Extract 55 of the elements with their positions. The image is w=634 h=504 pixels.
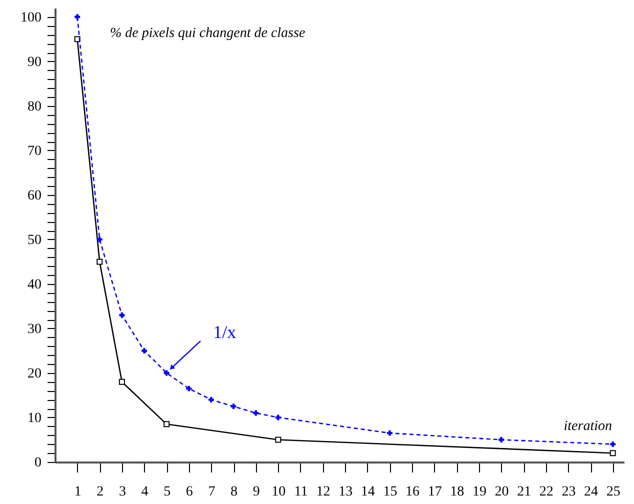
x-tick-label: 6 — [186, 484, 193, 500]
x-tick-label: 14 — [360, 484, 375, 500]
y-tick-label: 50 — [28, 232, 42, 248]
point — [275, 436, 282, 443]
point — [142, 348, 147, 354]
point — [498, 437, 504, 442]
x-tick-label: 15 — [383, 484, 398, 500]
y-tick-label: 60 — [28, 188, 42, 204]
y-tick-label: 80 — [28, 99, 42, 114]
point — [208, 396, 214, 402]
x-tick-label: 1 — [74, 484, 82, 500]
point — [164, 421, 170, 428]
x-tick-label: 9 — [252, 484, 260, 500]
x-tick-label: 25 — [606, 484, 620, 500]
x-tick-label: 5 — [164, 484, 171, 500]
point — [610, 441, 616, 447]
x-tick-label: 17 — [428, 484, 442, 500]
point — [186, 386, 192, 392]
x-tick-label: 13 — [338, 484, 353, 500]
y-tick-label: 20 — [28, 366, 42, 382]
point — [164, 370, 170, 376]
y-tick-label: 30 — [28, 322, 42, 337]
point — [253, 410, 259, 416]
y-tick-label: 90 — [28, 54, 42, 70]
x-tick-label: 20 — [494, 484, 509, 500]
x-tick-label: 8 — [230, 484, 238, 500]
x-tick-label: 21 — [517, 484, 532, 500]
x-tick-label: 2 — [96, 484, 104, 500]
point — [96, 258, 103, 265]
y-tick-label: 40 — [28, 277, 42, 292]
x-tick-label: 12 — [316, 484, 330, 500]
x-tick-label: 7 — [208, 484, 216, 500]
x-tick-label: 24 — [584, 484, 598, 500]
point — [118, 378, 125, 385]
point — [96, 236, 102, 242]
y-tick-label: 70 — [28, 144, 42, 159]
point — [610, 450, 616, 456]
x-tick-label: 3 — [118, 484, 126, 500]
x-tick-label: 18 — [450, 484, 464, 500]
point — [119, 312, 125, 318]
x-tick-label: 23 — [562, 484, 576, 500]
x-tick-label: 19 — [472, 484, 486, 500]
y-tick-label: 10 — [28, 410, 42, 426]
point — [74, 14, 80, 20]
y-tick-label: 0 — [34, 456, 42, 470]
x-tick-label: 16 — [406, 484, 420, 500]
point — [386, 430, 392, 436]
annotation: 1/x — [213, 322, 236, 342]
y-axis-title: % de pixels qui changent de classe — [110, 26, 306, 41]
x-tick-label: 4 — [141, 484, 148, 500]
x-tick-label: 11 — [294, 484, 308, 500]
x-tick-label: 22 — [539, 484, 554, 500]
y-tick-label: 100 — [20, 10, 42, 26]
x-axis-title: iteration — [564, 419, 612, 434]
x-tick-label: 10 — [272, 484, 286, 500]
